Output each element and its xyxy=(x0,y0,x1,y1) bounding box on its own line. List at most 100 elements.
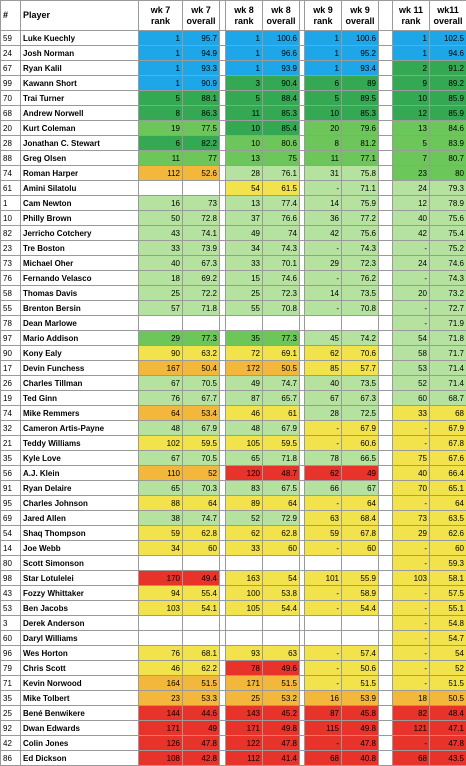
wk8-overall-cell xyxy=(263,316,300,331)
wk8-rank-cell: 62 xyxy=(226,526,263,541)
wk9-rank-cell: 42 xyxy=(305,226,342,241)
wk7-overall-cell: 64 xyxy=(183,496,220,511)
wk7-rank-cell: 112 xyxy=(139,166,183,181)
wk11-rank-cell: 54 xyxy=(393,331,430,346)
column-gap xyxy=(379,121,393,136)
jersey-number: 60 xyxy=(1,631,21,646)
column-gap xyxy=(379,646,393,661)
wk8-rank-cell: 122 xyxy=(226,736,263,751)
wk9-rank-cell: 66 xyxy=(305,481,342,496)
wk8-overall-cell: 53.8 xyxy=(263,586,300,601)
player-name: Trai Turner xyxy=(21,91,139,106)
wk11-rank-cell: - xyxy=(393,421,430,436)
player-name: Ted Ginn xyxy=(21,391,139,406)
column-gap xyxy=(379,406,393,421)
jersey-number: 69 xyxy=(1,511,21,526)
column-gap xyxy=(379,466,393,481)
column-gap xyxy=(379,181,393,196)
jersey-number: 10 xyxy=(1,211,21,226)
wk8-rank-cell: 105 xyxy=(226,436,263,451)
wk7-rank-cell: 34 xyxy=(139,541,183,556)
wk7-rank-cell: 25 xyxy=(139,286,183,301)
wk9-rank-cell: 63 xyxy=(305,511,342,526)
wk8-rank-cell: 34 xyxy=(226,241,263,256)
jersey-number: 3 xyxy=(1,616,21,631)
wk7-overall-cell: 94.9 xyxy=(183,46,220,61)
wk11-overall-cell: 59.3 xyxy=(430,556,466,571)
wk11-rank-cell: 2 xyxy=(393,61,430,76)
wk8-overall-cell: 69.1 xyxy=(263,346,300,361)
wk11-overall-cell: 75.6 xyxy=(430,211,466,226)
wk8-rank-cell: 48 xyxy=(226,421,263,436)
column-gap xyxy=(379,91,393,106)
wk8-overall-cell: 80.6 xyxy=(263,136,300,151)
header-num: # xyxy=(1,1,21,31)
column-gap xyxy=(379,421,393,436)
wk7-rank-cell: 170 xyxy=(139,571,183,586)
wk9-overall-cell: 67 xyxy=(342,481,379,496)
wk7-rank-cell: 76 xyxy=(139,391,183,406)
wk11-overall-cell: 75.4 xyxy=(430,226,466,241)
player-name: Tre Boston xyxy=(21,241,139,256)
wk8-overall-cell: 63 xyxy=(263,646,300,661)
jersey-number: 25 xyxy=(1,706,21,721)
wk7-overall-cell xyxy=(183,616,220,631)
wk8-overall-cell: 67.5 xyxy=(263,481,300,496)
wk11-rank-cell: - xyxy=(393,616,430,631)
column-gap xyxy=(379,136,393,151)
wk9-rank-cell: - xyxy=(305,271,342,286)
wk8-overall-cell: 41.4 xyxy=(263,751,300,766)
jersey-number: 56 xyxy=(1,466,21,481)
wk11-rank-cell: 5 xyxy=(393,136,430,151)
player-name: Fernando Velasco xyxy=(21,271,139,286)
wk11-rank-cell: - xyxy=(393,316,430,331)
wk11-rank-cell: 1 xyxy=(393,31,430,46)
wk9-rank-cell: 6 xyxy=(305,76,342,91)
wk7-overall-cell: 88.1 xyxy=(183,91,220,106)
wk11-overall-cell: 64 xyxy=(430,496,466,511)
wk8-rank-cell: 13 xyxy=(226,196,263,211)
column-gap xyxy=(379,751,393,766)
jersey-number: 96 xyxy=(1,646,21,661)
wk11-overall-cell: 67.8 xyxy=(430,436,466,451)
wk9-overall-cell: 49 xyxy=(342,466,379,481)
wk11-rank-cell: 73 xyxy=(393,511,430,526)
wk9-rank-cell xyxy=(305,316,342,331)
column-gap xyxy=(379,166,393,181)
player-name: Chris Scott xyxy=(21,661,139,676)
wk9-rank-cell: - xyxy=(305,736,342,751)
jersey-number: 20 xyxy=(1,121,21,136)
wk8-overall-cell xyxy=(263,631,300,646)
wk9-rank-cell: 67 xyxy=(305,391,342,406)
wk11-overall-cell: 80.7 xyxy=(430,151,466,166)
wk7-overall-cell: 49.4 xyxy=(183,571,220,586)
player-name: Kawann Short xyxy=(21,76,139,91)
player-name: Kyle Love xyxy=(21,451,139,466)
player-name: Shaq Thompson xyxy=(21,526,139,541)
player-name: Jonathan C. Stewart xyxy=(21,136,139,151)
wk7-rank-cell: 94 xyxy=(139,586,183,601)
wk11-rank-cell: - xyxy=(393,271,430,286)
wk8-rank-cell: 55 xyxy=(226,301,263,316)
jersey-number: 35 xyxy=(1,691,21,706)
player-name: Mike Tolbert xyxy=(21,691,139,706)
wk9-overall-cell: 47.8 xyxy=(342,736,379,751)
wk8-rank-cell: 1 xyxy=(226,46,263,61)
wk8-overall-cell: 90.4 xyxy=(263,76,300,91)
wk8-rank-cell: 100 xyxy=(226,586,263,601)
wk9-rank-cell: 62 xyxy=(305,466,342,481)
wk9-rank-cell: - xyxy=(305,421,342,436)
wk11-rank-cell: 68 xyxy=(393,751,430,766)
player-name: Michael Oher xyxy=(21,256,139,271)
column-gap xyxy=(379,526,393,541)
wk9-rank-cell: 115 xyxy=(305,721,342,736)
